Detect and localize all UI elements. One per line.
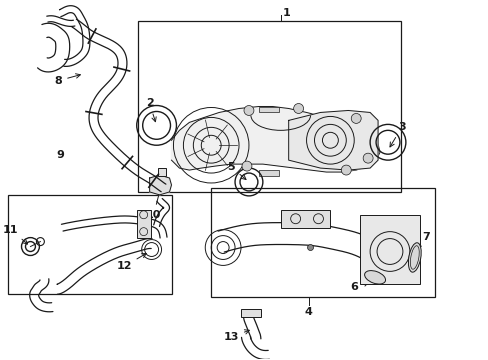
Text: 8: 8 — [54, 74, 80, 86]
Text: 3: 3 — [389, 122, 405, 147]
Circle shape — [242, 161, 251, 171]
Circle shape — [293, 104, 303, 113]
Bar — [241, 309, 260, 317]
Circle shape — [363, 153, 372, 163]
Text: 4: 4 — [304, 307, 312, 317]
Polygon shape — [171, 107, 379, 172]
Bar — [360, 215, 419, 284]
Circle shape — [341, 165, 350, 175]
Text: 9: 9 — [56, 150, 64, 160]
Bar — [157, 168, 165, 176]
Text: 2: 2 — [145, 99, 156, 122]
Bar — [137, 210, 150, 238]
Text: 5: 5 — [227, 162, 245, 180]
Text: 13: 13 — [223, 330, 249, 342]
Text: 7: 7 — [416, 231, 428, 248]
Text: 11: 11 — [3, 225, 27, 244]
Bar — [8, 195, 172, 294]
Bar — [258, 107, 278, 112]
Text: 1: 1 — [282, 8, 290, 18]
Ellipse shape — [364, 271, 385, 284]
Circle shape — [244, 105, 253, 116]
Bar — [258, 170, 278, 176]
Text: 6: 6 — [349, 282, 367, 292]
Bar — [211, 188, 434, 297]
Circle shape — [307, 244, 313, 251]
Polygon shape — [288, 111, 377, 170]
Bar — [138, 21, 400, 192]
Text: 10: 10 — [145, 195, 161, 220]
Text: 12: 12 — [116, 253, 146, 271]
Polygon shape — [149, 175, 171, 195]
Bar — [280, 210, 330, 228]
Circle shape — [350, 113, 361, 123]
Ellipse shape — [407, 243, 420, 272]
